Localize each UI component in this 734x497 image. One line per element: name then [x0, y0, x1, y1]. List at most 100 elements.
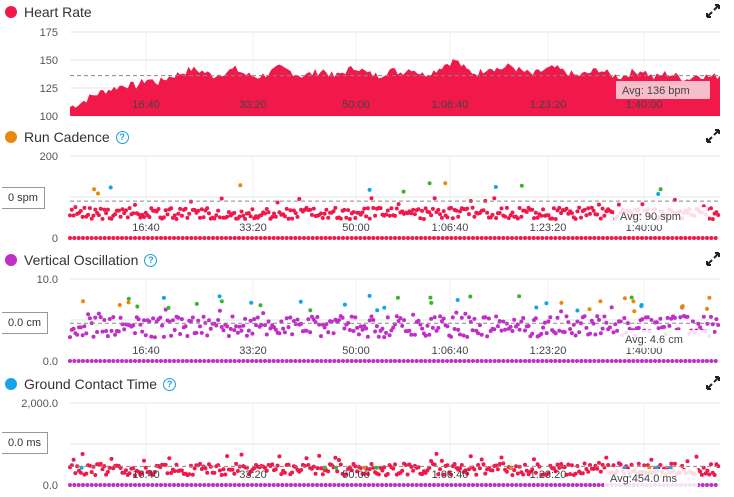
data-point	[607, 325, 612, 330]
data-point	[147, 215, 152, 219]
data-point	[374, 324, 379, 329]
data-point	[308, 207, 313, 212]
zero-point	[605, 359, 610, 363]
zero-point	[254, 359, 259, 363]
data-point	[557, 465, 562, 470]
data-point	[510, 210, 515, 215]
data-point	[645, 315, 650, 320]
zero-point	[336, 359, 341, 363]
data-point	[474, 472, 479, 477]
data-point	[391, 466, 396, 471]
zero-point	[419, 483, 423, 487]
data-point	[532, 216, 536, 221]
data-point	[86, 312, 91, 317]
data-point	[174, 217, 179, 221]
data-point	[716, 213, 721, 217]
data-point	[214, 213, 219, 218]
data-point	[131, 466, 136, 471]
zero-point	[423, 359, 428, 363]
data-point	[423, 333, 428, 338]
data-point	[353, 216, 358, 220]
data-point-highlight	[135, 304, 140, 309]
zero-point	[401, 483, 406, 487]
zero-point	[293, 236, 298, 240]
data-point	[315, 315, 320, 319]
data-point	[452, 462, 457, 466]
data-point	[127, 471, 132, 476]
data-point	[709, 206, 713, 211]
data-point	[105, 207, 110, 212]
data-point	[214, 323, 219, 328]
data-point	[358, 324, 363, 329]
data-point	[649, 457, 654, 462]
heart-rate-panel: Heart Rate 175 150 125 100 16:40 33:20 50:00 1:…	[0, 0, 734, 125]
data-point	[342, 207, 347, 212]
data-point	[324, 322, 329, 327]
zero-point	[445, 359, 449, 363]
data-point	[463, 311, 468, 316]
data-point	[441, 472, 446, 477]
zero-point	[98, 483, 103, 487]
data-point	[165, 471, 170, 476]
help-icon[interactable]: ?	[115, 130, 129, 144]
zero-point	[540, 236, 545, 240]
data-point	[436, 472, 441, 477]
zero-point	[713, 359, 718, 363]
data-point	[96, 213, 101, 218]
data-point	[566, 462, 571, 467]
data-point	[503, 327, 508, 332]
expand-icon[interactable]	[706, 252, 720, 266]
zero-point	[163, 359, 168, 363]
expand-icon[interactable]	[706, 4, 720, 18]
zero-point	[375, 236, 380, 240]
zero-point	[89, 359, 94, 363]
data-point	[235, 330, 240, 335]
zero-point	[167, 483, 172, 487]
zero-point	[258, 236, 263, 240]
expand-icon[interactable]	[706, 376, 720, 390]
data-point	[517, 327, 522, 332]
average-label-box	[616, 81, 710, 99]
data-point	[430, 325, 435, 330]
zero-point	[362, 359, 367, 363]
data-point	[230, 314, 235, 319]
help-icon[interactable]: ?	[144, 253, 158, 267]
zero-point	[180, 483, 185, 487]
data-point	[577, 205, 582, 210]
data-point-highlight	[117, 303, 122, 307]
data-point	[394, 206, 399, 211]
data-point	[169, 471, 174, 475]
zero-point	[523, 483, 527, 487]
zero-point	[354, 359, 358, 363]
zero-point	[228, 359, 233, 363]
data-point	[503, 214, 508, 219]
zero-point	[176, 359, 181, 363]
data-point	[472, 316, 477, 321]
data-point	[152, 335, 157, 340]
zero-point	[237, 483, 241, 487]
data-point	[486, 316, 491, 321]
data-point	[400, 323, 405, 328]
data-point	[427, 332, 432, 337]
heart-rate-title: Heart Rate	[5, 3, 92, 21]
data-point	[347, 217, 352, 221]
data-point	[515, 471, 520, 476]
zero-point	[107, 483, 111, 487]
zero-point	[120, 359, 124, 363]
data-point	[582, 207, 587, 212]
expand-icon[interactable]	[706, 129, 720, 143]
data-point	[347, 328, 352, 332]
x-tick-label: 33:20	[239, 99, 267, 111]
data-point	[91, 334, 96, 339]
data-point	[248, 318, 253, 323]
data-point	[179, 468, 184, 473]
data-point	[326, 215, 331, 220]
zero-point	[406, 483, 410, 487]
data-point	[427, 465, 432, 470]
data-point	[199, 330, 204, 335]
data-point	[615, 328, 620, 333]
zero-point	[345, 359, 350, 363]
data-point	[273, 467, 278, 472]
zero-point	[115, 236, 120, 240]
help-icon[interactable]: ?	[163, 377, 177, 391]
